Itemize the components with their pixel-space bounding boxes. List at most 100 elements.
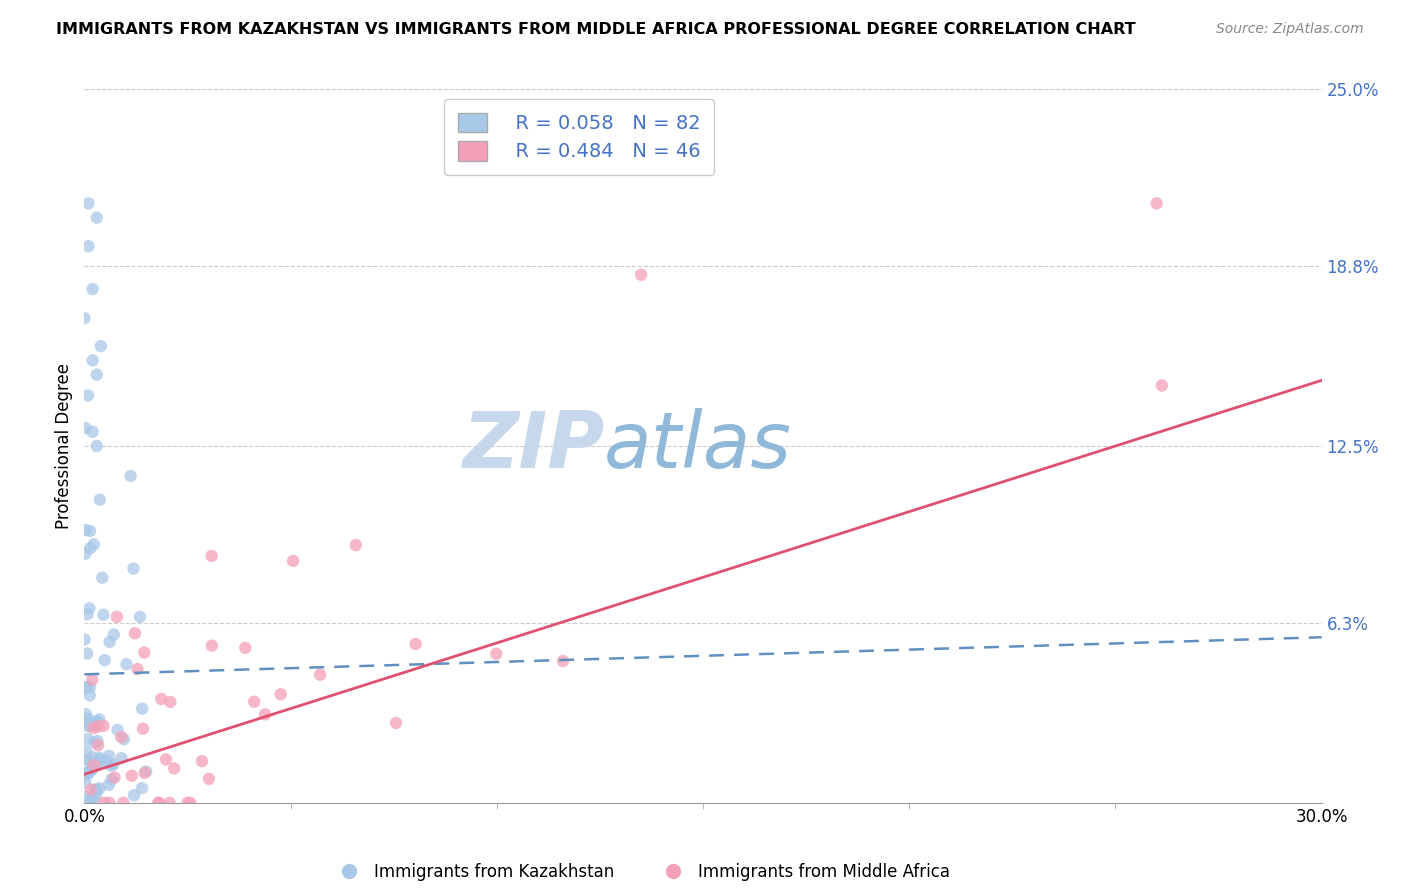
Point bbox=[79, 795, 101, 809]
Point bbox=[630, 268, 652, 282]
Point bbox=[76, 752, 98, 766]
Point bbox=[309, 667, 332, 681]
Point bbox=[87, 738, 110, 752]
Point bbox=[233, 640, 256, 655]
Point bbox=[91, 571, 114, 585]
Point bbox=[77, 766, 100, 780]
Point bbox=[150, 692, 173, 706]
Point bbox=[89, 712, 111, 726]
Point bbox=[122, 789, 145, 803]
Point bbox=[98, 796, 121, 810]
Point bbox=[86, 714, 108, 728]
Point bbox=[86, 716, 108, 731]
Point bbox=[100, 772, 122, 787]
Point bbox=[179, 796, 201, 810]
Point bbox=[79, 755, 101, 769]
Text: Source: ZipAtlas.com: Source: ZipAtlas.com bbox=[1216, 22, 1364, 37]
Point bbox=[132, 722, 155, 736]
Point bbox=[159, 796, 181, 810]
Point bbox=[98, 635, 121, 649]
Point bbox=[79, 689, 101, 703]
Point bbox=[103, 771, 125, 785]
Point bbox=[83, 537, 105, 551]
Point bbox=[120, 469, 142, 483]
Point bbox=[76, 647, 98, 661]
Point bbox=[551, 654, 574, 668]
Point bbox=[86, 734, 108, 748]
Point bbox=[1146, 196, 1168, 211]
Point bbox=[83, 735, 105, 749]
Point bbox=[100, 758, 122, 772]
Point bbox=[122, 561, 145, 575]
Point bbox=[191, 754, 214, 768]
Point bbox=[82, 282, 104, 296]
Point bbox=[270, 687, 292, 701]
Point bbox=[115, 657, 138, 672]
Point bbox=[76, 680, 98, 694]
Point bbox=[80, 763, 103, 777]
Point bbox=[83, 758, 105, 772]
Point bbox=[76, 767, 98, 781]
Point bbox=[86, 439, 108, 453]
Point bbox=[80, 782, 103, 797]
Point bbox=[155, 752, 177, 766]
Point bbox=[76, 711, 98, 725]
Point bbox=[131, 702, 153, 716]
Point bbox=[93, 796, 115, 810]
Legend: Immigrants from Kazakhstan, Immigrants from Middle Africa: Immigrants from Kazakhstan, Immigrants f… bbox=[326, 856, 956, 888]
Point bbox=[73, 766, 96, 780]
Point bbox=[148, 796, 170, 810]
Point bbox=[485, 647, 508, 661]
Point bbox=[103, 627, 125, 641]
Point bbox=[84, 782, 107, 797]
Point bbox=[344, 538, 367, 552]
Point bbox=[75, 775, 97, 789]
Point bbox=[76, 789, 98, 804]
Point bbox=[131, 781, 153, 796]
Point bbox=[82, 353, 104, 368]
Point bbox=[385, 716, 408, 731]
Point bbox=[98, 748, 121, 763]
Point bbox=[93, 607, 115, 622]
Point bbox=[77, 196, 100, 211]
Point bbox=[89, 751, 111, 765]
Point bbox=[87, 719, 110, 733]
Point bbox=[80, 791, 103, 805]
Text: ZIP: ZIP bbox=[461, 408, 605, 484]
Point bbox=[76, 714, 98, 729]
Point bbox=[75, 681, 97, 696]
Y-axis label: Professional Degree: Professional Degree bbox=[55, 363, 73, 529]
Point bbox=[281, 554, 304, 568]
Point bbox=[89, 492, 111, 507]
Point bbox=[148, 796, 170, 810]
Point bbox=[93, 653, 115, 667]
Point bbox=[73, 632, 96, 647]
Point bbox=[176, 796, 198, 810]
Point bbox=[97, 778, 120, 792]
Point bbox=[75, 744, 97, 758]
Point bbox=[79, 524, 101, 538]
Point bbox=[159, 695, 181, 709]
Point bbox=[79, 793, 101, 807]
Point bbox=[75, 547, 97, 561]
Point bbox=[112, 732, 135, 747]
Point bbox=[89, 753, 111, 767]
Point bbox=[86, 368, 108, 382]
Point bbox=[93, 719, 115, 733]
Point bbox=[127, 662, 149, 676]
Point bbox=[75, 707, 97, 722]
Point bbox=[77, 718, 100, 732]
Point bbox=[79, 541, 101, 555]
Point bbox=[110, 751, 132, 765]
Point bbox=[75, 523, 97, 537]
Point bbox=[201, 639, 224, 653]
Point bbox=[124, 626, 146, 640]
Point bbox=[1150, 378, 1173, 392]
Point bbox=[135, 764, 157, 779]
Point bbox=[90, 339, 112, 353]
Point bbox=[105, 609, 128, 624]
Point bbox=[103, 757, 125, 772]
Point bbox=[86, 782, 108, 797]
Point bbox=[79, 601, 101, 615]
Point bbox=[129, 610, 152, 624]
